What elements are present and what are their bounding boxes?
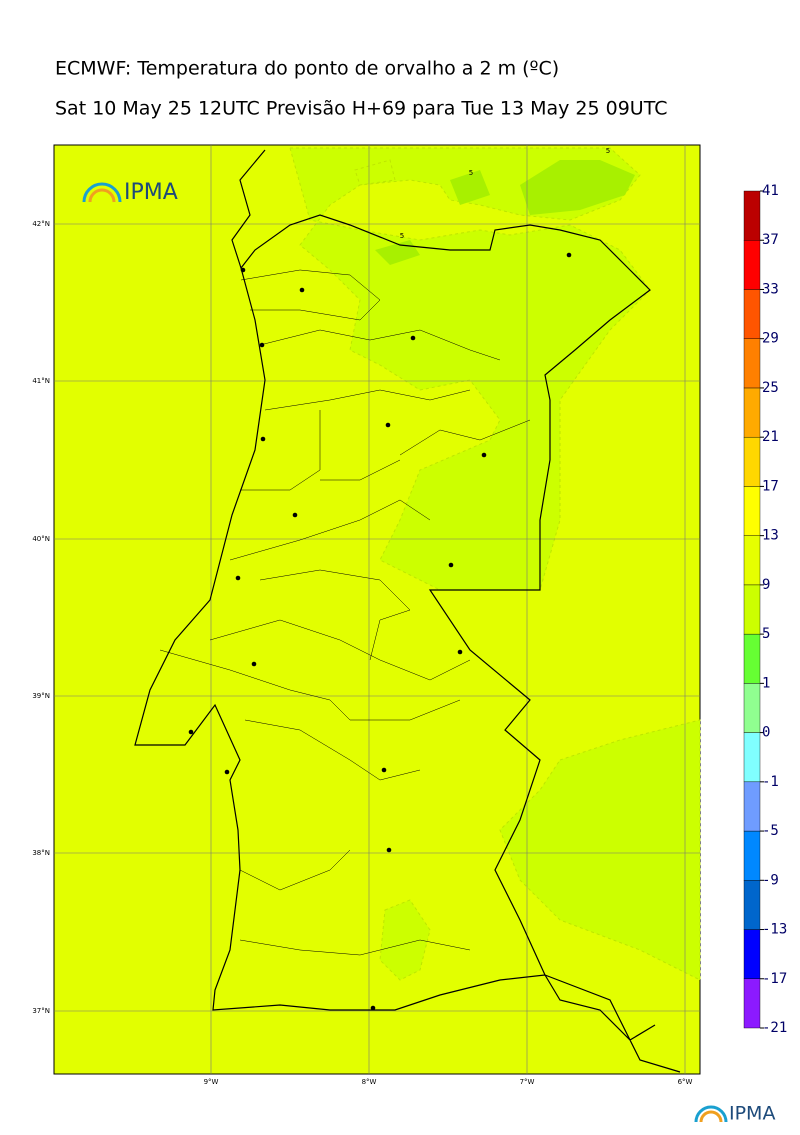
contour-regions-darker: [375, 160, 635, 265]
logo-text: IPMA: [729, 1103, 775, 1125]
lon-label: 9°W: [204, 1078, 219, 1086]
contour-label: 5: [469, 169, 473, 177]
colorbar-label: 13: [762, 528, 779, 544]
grid: [54, 145, 700, 1074]
logo: IPMA: [82, 180, 178, 205]
colorbar-segment: [743, 338, 761, 389]
colorbar-label: 25: [762, 380, 779, 396]
lat-label: 42°N: [32, 220, 50, 228]
cities: [188, 252, 572, 1011]
colorbar-segment: [743, 830, 761, 881]
contour-label: 5: [400, 232, 404, 240]
colorbar-label: 29: [762, 331, 779, 347]
colorbar-segment: [743, 486, 761, 536]
colorbar-label: 9: [762, 577, 770, 593]
lon-label: 7°W: [520, 1078, 535, 1086]
colorbar-label: 0: [762, 725, 770, 741]
colorbar-label: 5: [762, 626, 770, 642]
colorbar-segment: [743, 190, 761, 241]
colorbar-label: -17: [762, 971, 787, 987]
colorbar-label: 41: [762, 183, 779, 199]
colorbar-segment: [743, 289, 761, 339]
colorbar-segment: [743, 732, 761, 783]
lat-label: 40°N: [32, 535, 50, 543]
lon-label: 8°W: [362, 1078, 377, 1086]
colorbar-segment: [743, 683, 761, 733]
colorbar-label: 21: [762, 429, 779, 445]
lat-label: 39°N: [32, 692, 50, 700]
colorbar-segment: [743, 978, 761, 1029]
colorbar-segment: [743, 240, 761, 290]
colorbar-segment: [743, 880, 761, 930]
colorbar-segment: [743, 584, 761, 635]
district-borders: [159, 269, 531, 956]
colorbar-segment: [743, 436, 761, 487]
subtitle: Sat 10 May 25 12UTC Previsão H+69 para T…: [55, 98, 667, 120]
colorbar-segment: [743, 633, 761, 684]
lat-labels: 42°N 41°N 40°N 39°N 38°N 37°N: [32, 220, 50, 1015]
contour-label: 5: [606, 147, 610, 155]
lat-label: 38°N: [32, 849, 50, 857]
colorbar-label: -9: [762, 872, 779, 888]
lat-label: 37°N: [32, 1007, 50, 1015]
colorbar: -21 -17 -13 -9 -5 -1 0 1 5 9 13 17 21 25 29 33 37 41: [743, 183, 787, 1036]
colorbar-label: 17: [762, 478, 779, 494]
lon-label: 6°W: [678, 1078, 693, 1086]
colorbar-segment: [743, 929, 761, 979]
colorbar-label: -21: [762, 1020, 787, 1036]
colorbar-label: -1: [762, 774, 779, 790]
footer-logo: IPMA: [694, 1103, 775, 1125]
contour-regions: [289, 147, 701, 981]
lon-labels: 9°W 8°W 7°W 6°W: [204, 1078, 693, 1086]
map: 5 5 5 IPMA: [53, 144, 701, 1075]
title: ECMWF: Temperatura do ponto de orvalho a…: [55, 58, 559, 80]
colorbar-segment: [743, 387, 761, 438]
colorbar-label: 33: [762, 281, 779, 297]
colorbar-segment: [743, 781, 761, 832]
logo-text: IPMA: [124, 180, 178, 205]
lat-label: 41°N: [32, 377, 50, 385]
colorbar-label: -13: [762, 922, 787, 938]
colorbar-label: -5: [762, 823, 779, 839]
colorbar-segment: [743, 535, 761, 586]
colorbar-label: 1: [762, 675, 770, 691]
coastline-border: [134, 149, 681, 1073]
colorbar-label: 37: [762, 232, 779, 248]
